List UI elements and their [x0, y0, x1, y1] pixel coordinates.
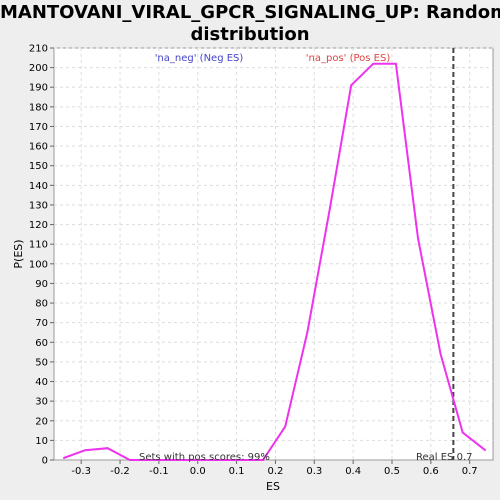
x-tick-label: -0.1: [149, 466, 169, 477]
x-tick-label: 0.0: [190, 466, 206, 477]
y-tick-label: 180: [29, 102, 48, 113]
y-tick-label: 210: [29, 44, 48, 55]
x-tick-label: 0.1: [229, 466, 245, 477]
real-es-annotation: Real ES 0.7: [416, 452, 472, 463]
data-point: [195, 459, 197, 461]
y-tick-label: 190: [29, 83, 48, 94]
x-axis-ticks: -0.3 -0.2 -0.1 0.0 0.1 0.2 0.3 0.4 0.5 0.6 0.7: [71, 460, 478, 477]
y-tick-label: 50: [35, 357, 48, 368]
y-tick-label: 30: [35, 397, 48, 408]
chart-title: MANTOVANI_VIRAL_GPCR_SIGNALING_UP: Rando…: [0, 2, 500, 46]
grid: [54, 47, 493, 460]
data-point: [461, 431, 464, 434]
title-line-2: distribution: [190, 24, 310, 45]
data-point: [284, 425, 286, 428]
data-point: [151, 459, 153, 461]
series-line: [63, 62, 486, 461]
y-tick-label: 130: [29, 200, 48, 211]
y-tick-label: 200: [29, 63, 48, 74]
data-point: [239, 459, 242, 461]
x-tick-label: 0.5: [384, 466, 400, 477]
x-tick-label: 0.2: [267, 466, 283, 477]
y-tick-label: 20: [35, 416, 48, 427]
data-point: [62, 457, 65, 459]
data-point: [372, 62, 375, 65]
title-line-1: MANTOVANI_VIRAL_GPCR_SIGNALING_UP: Rando…: [0, 2, 500, 23]
x-tick-label: 0.4: [345, 466, 361, 477]
data-point: [417, 237, 419, 240]
y-tick-label: 160: [29, 142, 48, 153]
y-tick-label: 80: [35, 299, 48, 310]
y-tick-label: 100: [29, 259, 48, 270]
data-point: [350, 84, 352, 87]
y-tick-label: 150: [29, 161, 48, 172]
data-point: [173, 459, 176, 461]
y-tick-label: 110: [29, 240, 48, 251]
y-axis-label: P(ES): [12, 239, 25, 268]
data-point: [262, 459, 264, 461]
data-point: [395, 62, 397, 65]
data-point: [484, 449, 487, 451]
y-tick-label: 40: [35, 377, 48, 388]
y-tick-label: 10: [35, 436, 48, 447]
x-axis-label: ES: [266, 480, 280, 493]
data-point: [218, 459, 220, 461]
data-point: [306, 331, 309, 334]
data-point: [106, 447, 109, 450]
pos-scores-annotation: Sets with pos scores: 99%: [139, 452, 270, 463]
y-tick-label: 140: [29, 181, 48, 192]
y-axis-ticks: 0 10 20 30 40 50 60 70 80 90 100 110 120 130 140 150 160…: [29, 44, 54, 467]
neg-es-label: 'na_neg' (Neg ES): [155, 53, 244, 64]
data-point: [84, 449, 86, 451]
y-tick-label: 90: [35, 279, 48, 290]
data-point: [329, 208, 331, 210]
pos-es-label: 'na_pos' (Pos ES): [306, 53, 391, 64]
y-tick-label: 170: [29, 122, 48, 133]
data-points: [62, 62, 487, 461]
y-tick-label: 70: [35, 318, 48, 329]
data-point: [439, 353, 442, 355]
y-tick-label: 120: [29, 220, 48, 231]
y-tick-label: 0: [42, 456, 48, 467]
x-tick-label: -0.2: [110, 466, 130, 477]
data-point: [128, 459, 131, 461]
plot-area: [53, 47, 494, 461]
y-tick-label: 60: [35, 338, 48, 349]
x-tick-label: 0.7: [462, 466, 478, 477]
x-tick-label: 0.3: [306, 466, 322, 477]
x-tick-label: 0.6: [423, 466, 439, 477]
x-tick-label: -0.3: [71, 466, 91, 477]
